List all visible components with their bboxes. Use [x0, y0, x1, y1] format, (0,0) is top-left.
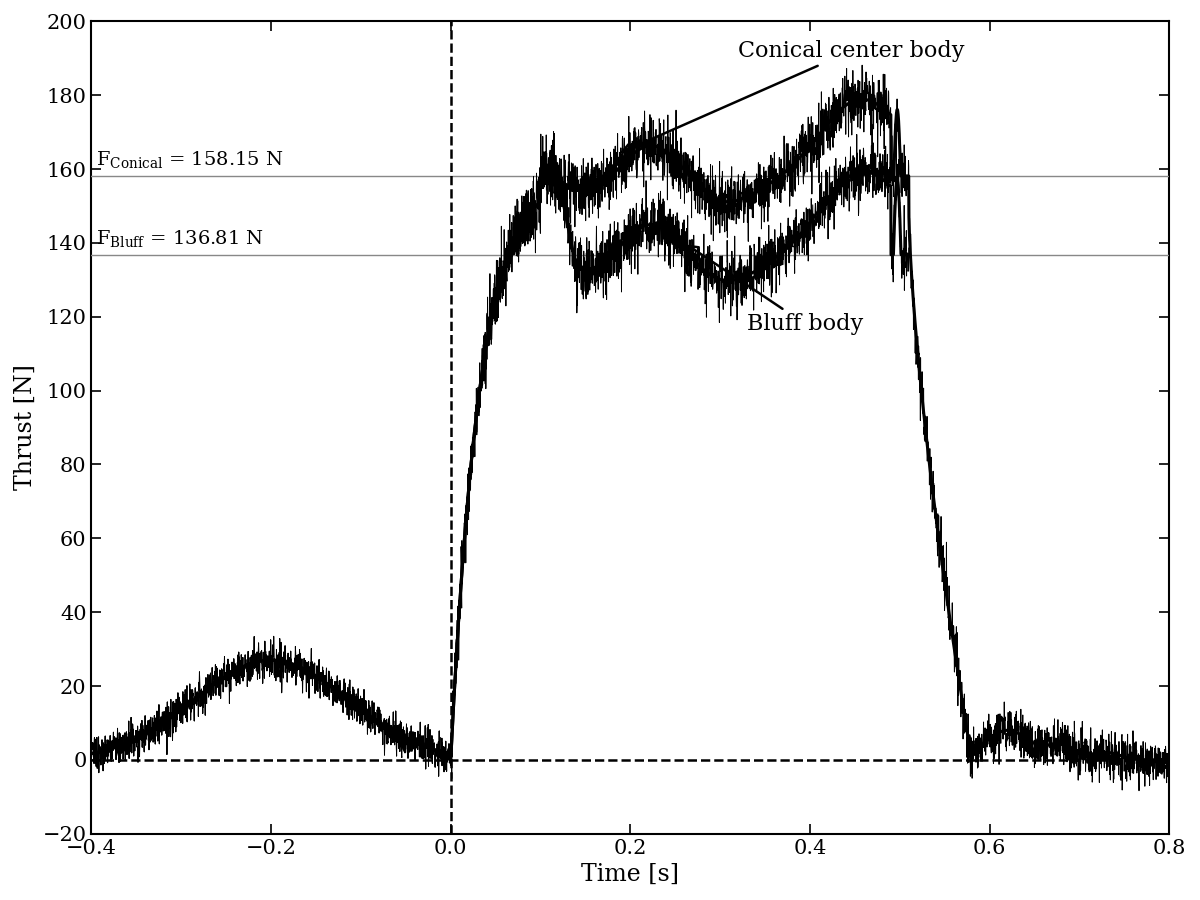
Text: Conical center body: Conical center body [622, 40, 965, 152]
Y-axis label: Thrust [N]: Thrust [N] [14, 364, 37, 490]
X-axis label: Time [s]: Time [s] [582, 863, 679, 886]
Text: Bluff body: Bluff body [689, 246, 864, 335]
Text: $\mathregular{F_{Bluff}}$ = 136.81 N: $\mathregular{F_{Bluff}}$ = 136.81 N [96, 229, 264, 249]
Text: $\mathregular{F_{Conical}}$ = 158.15 N: $\mathregular{F_{Conical}}$ = 158.15 N [96, 149, 283, 170]
